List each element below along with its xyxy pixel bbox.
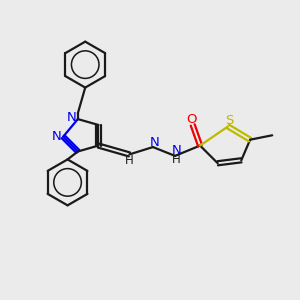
Text: N: N (149, 136, 159, 148)
Text: N: N (172, 144, 182, 158)
Text: O: O (186, 113, 196, 126)
Text: N: N (67, 111, 77, 124)
Text: N: N (52, 130, 62, 143)
Text: S: S (225, 114, 234, 127)
Text: H: H (172, 153, 181, 166)
Text: H: H (125, 154, 134, 167)
